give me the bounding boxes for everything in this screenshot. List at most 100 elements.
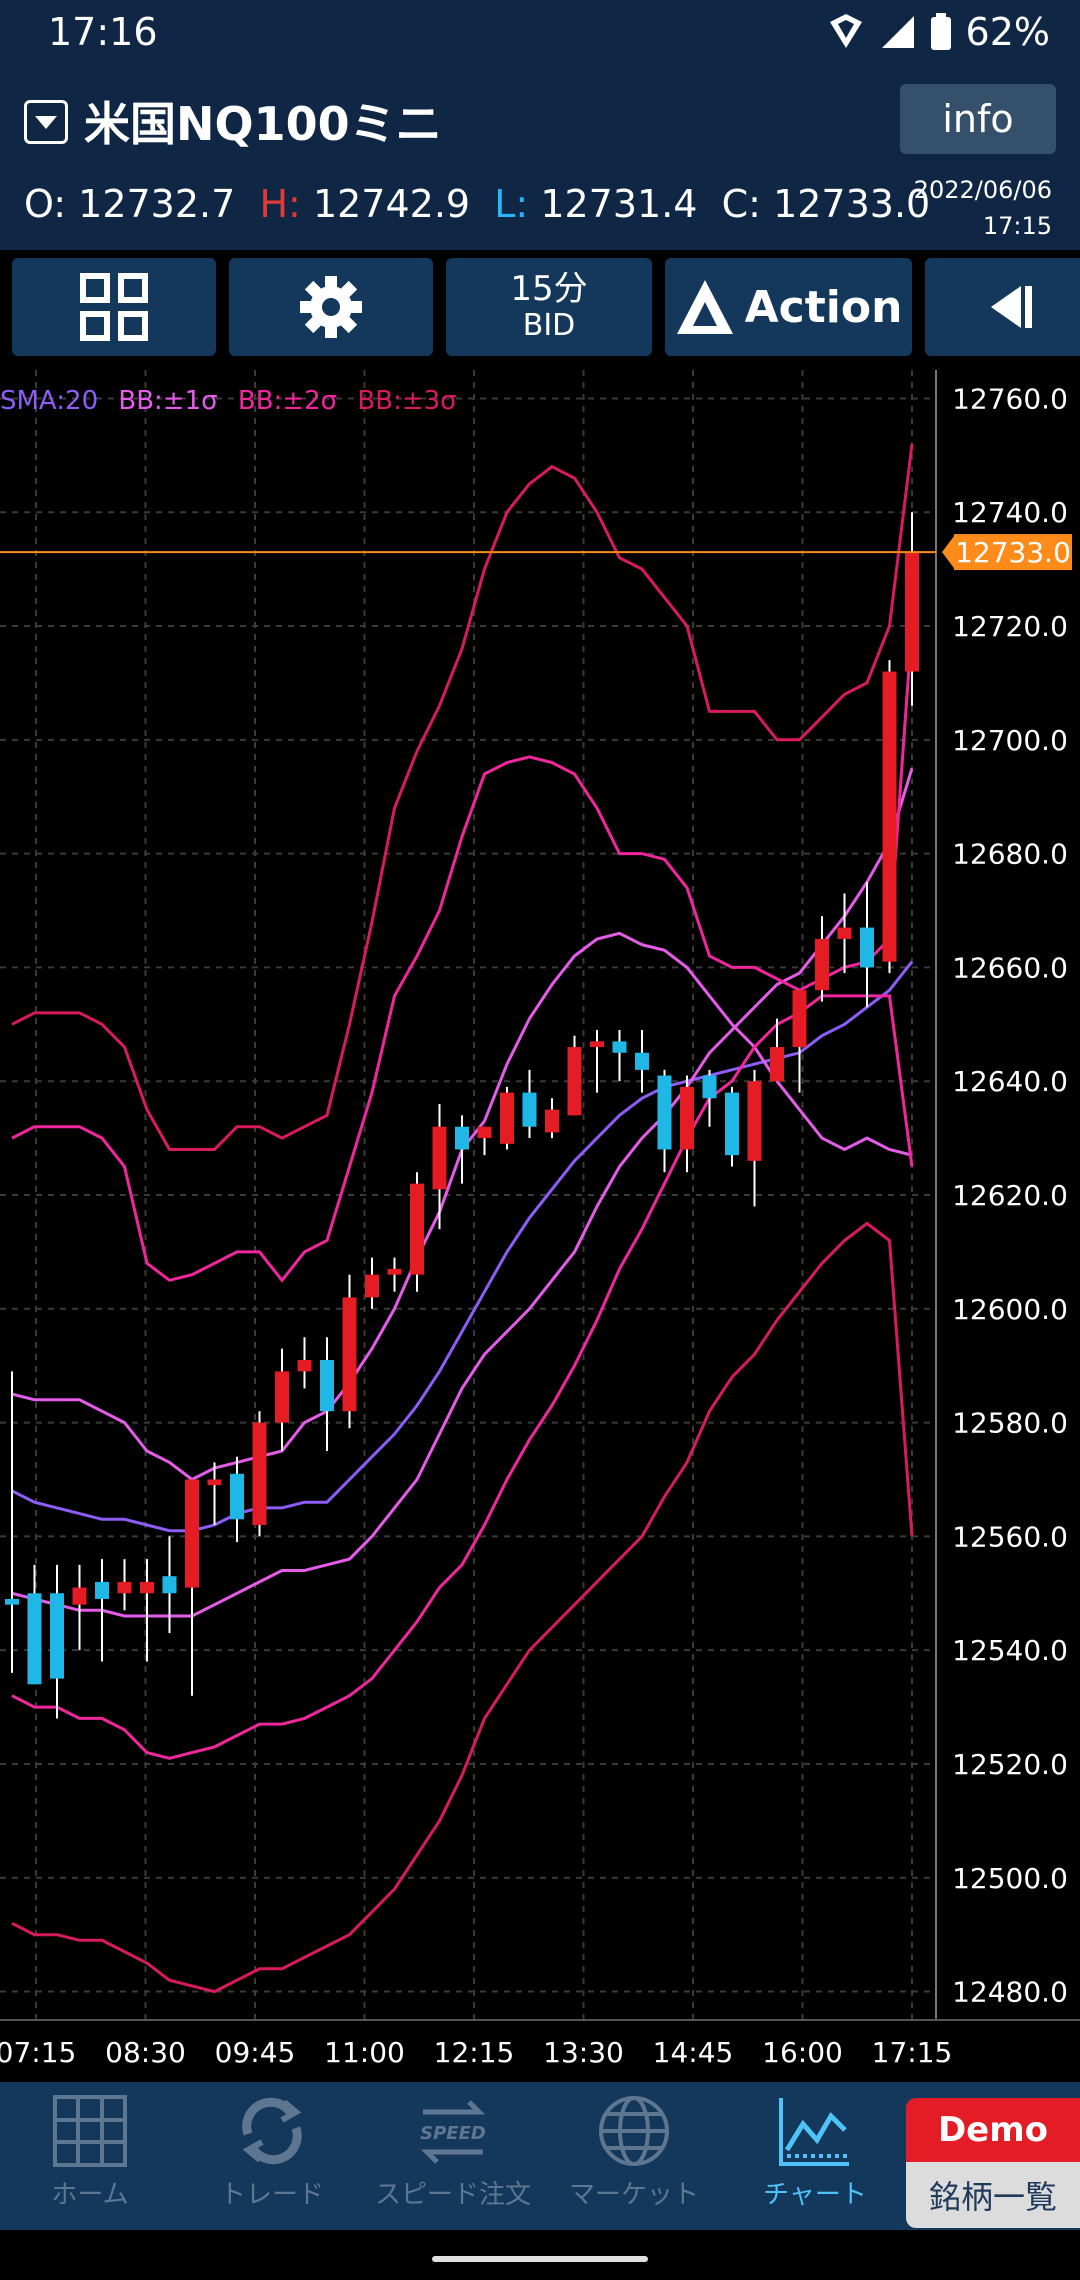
play-back-icon [991,286,1032,328]
x-tick-label: 09:45 [215,2036,296,2069]
quote-date: 2022/06/06 [913,176,1052,204]
candle-body [72,1587,87,1605]
nav-speed-order[interactable]: SPEED スピード注文 [375,2094,531,2224]
y-tick-label: 12520.0 [952,1748,1068,1781]
nav-chart[interactable]: チャート [740,2094,890,2224]
chart-icon [779,2098,849,2166]
y-tick-label: 12480.0 [952,1976,1068,2009]
y-tick-label: 12640.0 [952,1065,1068,1098]
candle-body [117,1581,132,1594]
candle-body [50,1593,64,1679]
candle-body [230,1473,244,1520]
candle-body [725,1092,739,1156]
x-tick-label: 08:30 [105,2036,186,2069]
close-value: 12733.0 [773,182,931,226]
speed-order-icon: SPEED [420,2100,486,2164]
series-line-bb1p [11,931,913,1482]
action-label: Action [744,281,903,333]
legend-bb1: BB:±1σ [118,386,218,416]
nav-label: トレード [219,2180,324,2210]
nav-label: ホーム [51,2180,129,2210]
y-tick-label: 12560.0 [952,1520,1068,1553]
series-line-bb2p [11,625,914,1283]
series-line-bb2m [11,994,914,1760]
candle-body [95,1581,109,1599]
info-button[interactable]: info [900,84,1056,154]
y-tick-label: 12580.0 [952,1407,1068,1440]
candle-body [657,1075,672,1150]
candle-body [297,1360,312,1372]
open-label: O: [24,182,67,226]
series-line-bb3p [11,443,914,1151]
series-line-bb1m [11,767,914,1618]
settings-button[interactable] [229,258,433,356]
candle-body [815,938,829,991]
candle-body [140,1581,154,1594]
y-tick-label: 12600.0 [952,1293,1068,1326]
battery-icon [930,13,951,50]
indicator-legend: SMA:20 BB:±1σ BB:±2σ BB:±3σ [0,386,469,416]
y-tick-label: 12620.0 [952,1179,1068,1212]
candle-body [320,1360,334,1412]
candle-body [680,1086,694,1150]
candle-body [702,1075,717,1099]
action-icon [676,280,733,334]
x-tick-label: 12:15 [434,2036,515,2069]
price-type-label: BID [522,308,576,344]
legend-bb2: BB:±2σ [237,386,338,416]
low-value: 12731.4 [540,182,698,226]
replay-button[interactable] [925,258,1080,356]
layout-grid-button[interactable] [12,258,216,356]
current-price-pointer [942,536,954,569]
signal-icon [881,16,914,48]
status-icons: 62% [826,10,1050,54]
candle-body [792,990,807,1048]
candle-body [905,552,919,672]
candle-body [5,1598,19,1605]
candle-body [185,1479,199,1588]
candle-body [635,1052,649,1070]
symbol-list-label: 銘柄一覧 [906,2162,1080,2228]
candle-body [545,1109,559,1133]
nav-market[interactable]: マーケット [559,2094,709,2224]
candle-body [747,1081,762,1161]
candle-body [522,1092,537,1127]
candle-body [590,1041,604,1048]
y-tick-label: 12540.0 [952,1634,1068,1667]
candle-body [860,927,874,968]
candle-body [500,1092,514,1144]
demo-symbol-list-button[interactable]: Demo 銘柄一覧 [906,2098,1080,2228]
wifi-icon [829,14,862,48]
home-grid-icon [53,2095,127,2167]
nav-home[interactable]: ホーム [15,2094,165,2224]
high-value: 12742.9 [312,182,471,226]
trade-refresh-icon [242,2097,302,2165]
x-tick-label: 07:15 [0,2036,76,2069]
nav-trade[interactable]: トレード [197,2094,347,2224]
candle-body [882,671,897,962]
candle-body [342,1297,357,1412]
x-tick-label: 13:30 [543,2036,624,2069]
x-tick-label: 14:45 [653,2036,734,2069]
candle-body [837,927,852,939]
candle-body [455,1126,469,1150]
candle-body [252,1422,267,1525]
price-chart[interactable]: 12760.0 12740.0 12720.0 12700.0 12680.0 12660… [0,370,1080,2090]
high-label: H: [259,182,301,226]
current-price-label: 12733.0 [955,536,1071,569]
candle-body [477,1126,492,1139]
candle-body [275,1371,289,1423]
candle-body [365,1274,379,1298]
timeframe-button[interactable]: 15分 BID [446,258,652,356]
battery-percent: 62% [965,10,1050,54]
globe-icon [599,2096,669,2166]
symbol-title[interactable]: 米国NQ100ミニ [84,97,442,151]
home-indicator [432,2256,648,2262]
symbol-dropdown-icon[interactable] [24,100,68,144]
candle-body [770,1047,784,1082]
y-tick-label: 12680.0 [952,838,1068,871]
candle-body [387,1268,402,1275]
action-button[interactable]: Action [665,258,912,356]
y-tick-label: 12660.0 [952,951,1068,984]
close-label: C: [721,182,761,226]
